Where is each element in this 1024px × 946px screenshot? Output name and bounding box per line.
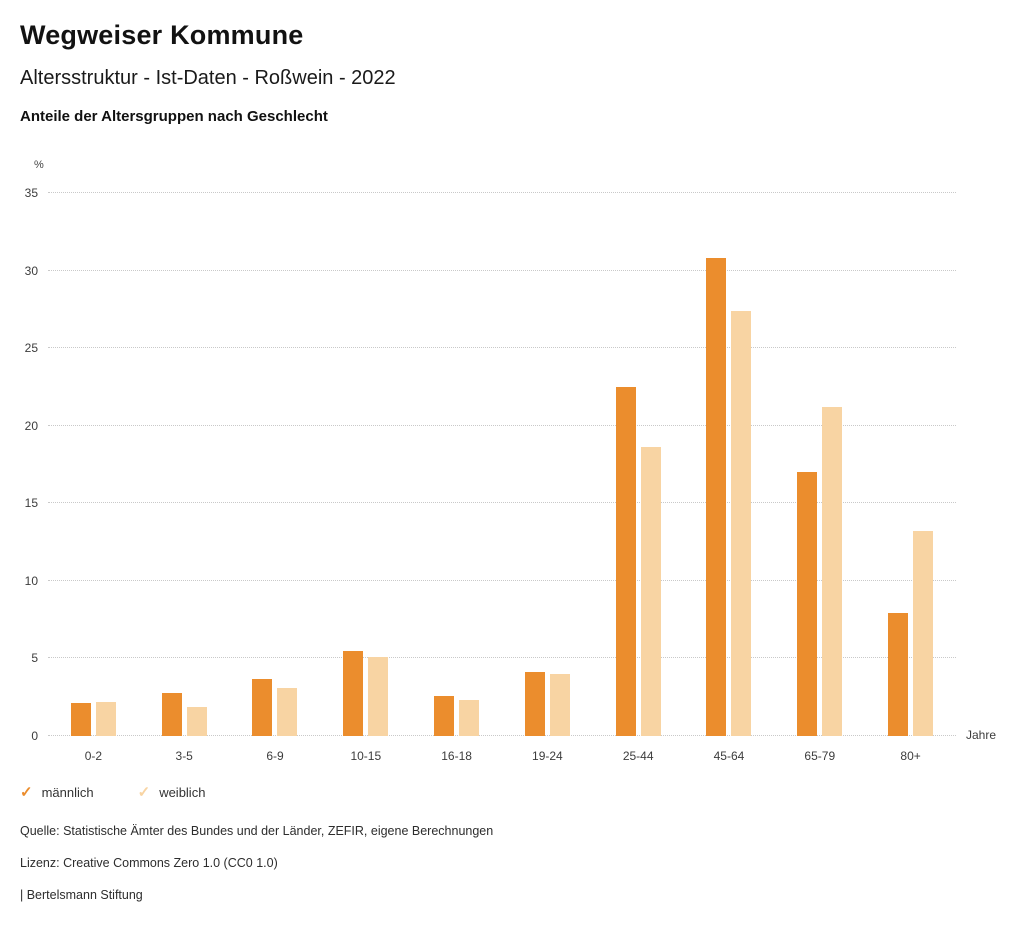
y-tick-label: 20 [24, 418, 38, 433]
bar-group-0-2 [48, 193, 139, 736]
legend-label: männlich [41, 785, 94, 800]
bar-group-3-5 [139, 193, 230, 736]
license-text: Lizenz: Creative Commons Zero 1.0 (CC0 1… [20, 856, 278, 870]
bar-chart: % 0 5 10 15 20 25 30 35 Jahre 0-2 3-5 6-9 10-15 16-… [20, 159, 1004, 763]
bar-weiblich-19-24[interactable] [549, 673, 570, 736]
x-tick-label: 19-24 [532, 749, 563, 763]
y-tick-label: 15 [24, 496, 38, 511]
bar-männlich-25-44[interactable] [615, 386, 636, 736]
x-tick-label: 3-5 [175, 749, 193, 763]
bar-groups [48, 193, 956, 736]
bar-männlich-0-2[interactable] [70, 703, 91, 736]
bar-männlich-10-15[interactable] [343, 650, 364, 736]
bar-weiblich-6-9[interactable] [277, 687, 298, 736]
gridline [48, 269, 956, 271]
chart-subtitle: Altersstruktur - Ist-Daten - Roßwein - 2… [20, 67, 396, 89]
bar-männlich-80+[interactable] [888, 613, 909, 736]
bar-group-80+ [865, 193, 956, 736]
bar-weiblich-80+[interactable] [913, 531, 934, 736]
gridline [48, 347, 956, 349]
bar-group-19-24 [502, 193, 593, 736]
gridline [48, 192, 956, 193]
bar-weiblich-3-5[interactable] [186, 706, 207, 736]
y-tick-label: 5 [31, 651, 38, 666]
checkmark-icon: ✓ [20, 784, 33, 801]
bar-group-10-15 [320, 193, 411, 736]
bar-group-25-44 [593, 193, 684, 736]
bar-weiblich-0-2[interactable] [95, 701, 116, 736]
bar-weiblich-65-79[interactable] [822, 407, 843, 736]
gridline [48, 502, 956, 504]
chart-legend: ✓ männlich ✓ weiblich [20, 785, 1004, 800]
gridline [48, 735, 956, 736]
x-tick-label: 10-15 [350, 749, 382, 763]
bar-männlich-45-64[interactable] [706, 258, 727, 736]
bar-männlich-19-24[interactable] [524, 672, 545, 736]
bar-männlich-6-9[interactable] [252, 678, 273, 736]
bar-weiblich-16-18[interactable] [459, 700, 480, 736]
x-tick-label: 80+ [900, 749, 921, 763]
y-tick-label: 30 [24, 263, 38, 278]
x-tick-label: 16-18 [441, 749, 472, 763]
x-axis: 0-2 3-5 6-9 10-15 16-18 19-24 25-44 45-64 65-79 8… [48, 749, 956, 763]
x-tick-label: 0-2 [84, 749, 103, 763]
y-tick-label: 25 [24, 341, 38, 356]
bar-weiblich-10-15[interactable] [368, 656, 389, 736]
x-tick-label: 25-44 [622, 749, 654, 763]
footer: Quelle: Statistische Ämter des Bundes un… [20, 824, 1004, 902]
x-tick-label: 45-64 [713, 749, 745, 763]
y-axis: 0 5 10 15 20 25 30 35 [20, 186, 38, 743]
gridline [48, 657, 956, 659]
legend-item-männlich[interactable]: ✓ männlich [20, 785, 94, 800]
y-axis-unit-label: % [34, 159, 44, 171]
bar-group-6-9 [230, 193, 321, 736]
chart-heading: Anteile der Altersgruppen nach Geschlech… [20, 108, 328, 125]
legend-label: weiblich [159, 785, 206, 800]
bar-weiblich-25-44[interactable] [640, 447, 661, 736]
bar-männlich-65-79[interactable] [797, 472, 818, 736]
x-tick-label: 6-9 [266, 749, 284, 763]
bar-group-65-79 [774, 193, 865, 736]
y-tick-label: 10 [24, 573, 38, 588]
x-axis-unit-label: Jahre [966, 728, 997, 742]
bar-weiblich-45-64[interactable] [731, 310, 752, 736]
y-tick-label: 0 [31, 729, 38, 743]
gridline [48, 579, 956, 581]
y-tick-label: 35 [24, 186, 38, 200]
gridline [48, 424, 956, 426]
plot-area: 0 5 10 15 20 25 30 35 Jahre [25, 186, 996, 743]
bar-group-45-64 [684, 193, 775, 736]
x-tick-label: 65-79 [804, 749, 836, 763]
attribution-text: | Bertelsmann Stiftung [20, 888, 143, 902]
legend-item-weiblich[interactable]: ✓ weiblich [138, 785, 206, 800]
bar-männlich-16-18[interactable] [434, 695, 455, 736]
source-text: Quelle: Statistische Ämter des Bundes un… [20, 824, 494, 838]
checkmark-icon: ✓ [137, 784, 151, 801]
page-title: Wegweiser Kommune [20, 20, 304, 50]
bar-männlich-3-5[interactable] [161, 692, 182, 736]
bar-group-16-18 [411, 193, 502, 736]
